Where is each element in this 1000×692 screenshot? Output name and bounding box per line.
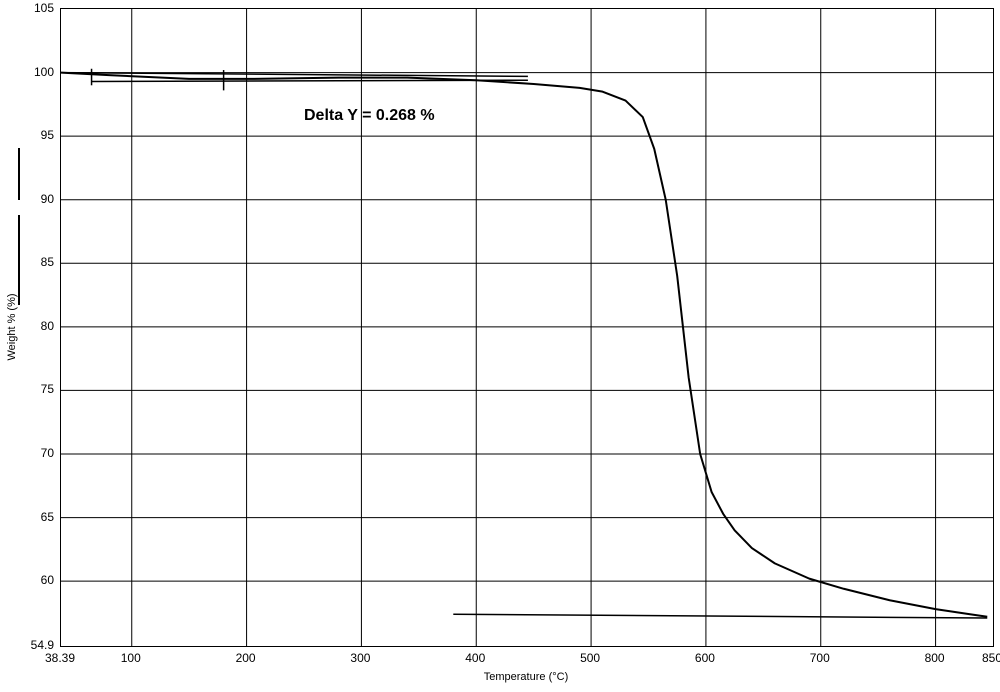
y-tick-label: 65: [41, 510, 54, 524]
y-tick-label: 70: [41, 446, 54, 460]
x-tick-label: 200: [236, 651, 256, 665]
x-tick-label: 38.39: [45, 651, 75, 665]
y-tick-label: 60: [41, 573, 54, 587]
x-tick-label: 700: [810, 651, 830, 665]
y-tick-label: 105: [34, 1, 54, 15]
x-tick-label: 100: [121, 651, 141, 665]
x-tick-label: 500: [580, 651, 600, 665]
delta-bottom-line: [92, 80, 528, 81]
x-tick-label: 850: [982, 651, 1000, 665]
plot-area: Delta Y = 0.268 %: [60, 8, 994, 647]
y-axis-legend-segment: [18, 148, 20, 200]
y-tick-label: 54.9: [31, 638, 54, 652]
x-axis-label: Temperature (°C): [484, 671, 568, 683]
y-tick-label: 80: [41, 319, 54, 333]
weight-curve: [61, 73, 987, 617]
y-tick-label: 100: [34, 65, 54, 79]
final-baseline: [453, 614, 987, 618]
x-tick-label: 600: [695, 651, 715, 665]
y-axis-label: Weight % (%): [6, 293, 18, 360]
y-axis-legend-segment: [18, 215, 20, 305]
x-tick-label: 300: [350, 651, 370, 665]
y-tick-label: 95: [41, 128, 54, 142]
tga-chart: Delta Y = 0.268 % 38.39 100 200 300 400 500 60…: [0, 0, 1000, 692]
y-tick-label: 85: [41, 255, 54, 269]
y-tick-label: 75: [41, 382, 54, 396]
x-tick-label: 800: [925, 651, 945, 665]
delta-y-annotation: Delta Y = 0.268 %: [304, 107, 435, 125]
y-tick-label: 90: [41, 192, 54, 206]
curve-layer: [61, 9, 993, 646]
x-tick-label: 400: [465, 651, 485, 665]
